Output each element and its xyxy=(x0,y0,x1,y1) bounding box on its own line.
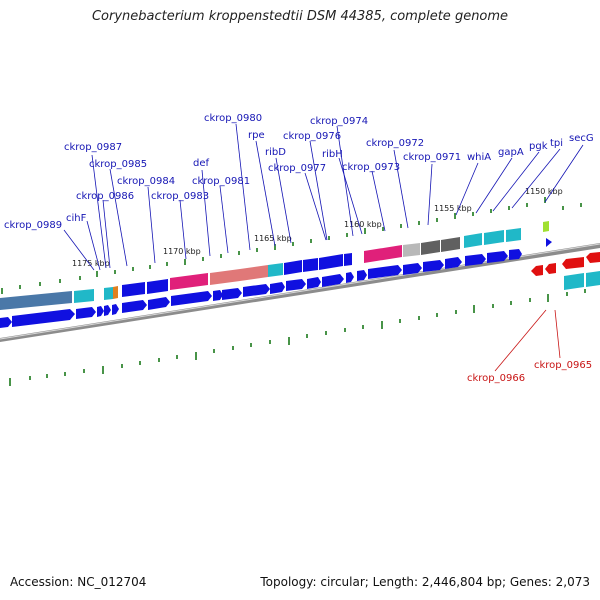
gene-label: ckrop_0986 xyxy=(76,191,134,202)
inner-tick-row xyxy=(9,289,586,386)
gene-label: ckrop_0987 xyxy=(64,142,122,153)
gene-label: ckrop_0981 xyxy=(192,176,250,187)
gene-label: ribH xyxy=(322,149,343,160)
gene-label: ckrop_0965 xyxy=(534,360,592,371)
gene-label: ckrop_0983 xyxy=(151,191,209,202)
gene-label: tpi xyxy=(550,138,563,149)
accession-text: Accession: NC_012704 xyxy=(10,575,147,589)
kbp-label: 1170 kbp xyxy=(163,247,201,256)
gene-label: ckrop_0973 xyxy=(342,162,400,173)
gene-label: cihF xyxy=(66,213,87,224)
gene-label: ckrop_0985 xyxy=(89,159,147,170)
gene-labels: ckrop_0989 cihF ckrop_0987 ckrop_0986 ck… xyxy=(4,113,594,384)
gene-label: def xyxy=(193,158,210,169)
gene-label: ckrop_0974 xyxy=(310,116,368,127)
kbp-label: 1150 kbp xyxy=(525,187,563,196)
gene-label: gapA xyxy=(498,147,524,158)
kbp-label: 1165 kbp xyxy=(254,234,292,243)
genome-summary-text: Topology: circular; Length: 2,446,804 bp… xyxy=(260,575,590,589)
genome-title: Corynebacterium kroppenstedtii DSM 44385… xyxy=(91,9,509,24)
gene-label: ckrop_0984 xyxy=(117,176,175,187)
kbp-label: 1155 kbp xyxy=(434,204,472,213)
gene-label: ribD xyxy=(265,147,286,158)
cog-track xyxy=(0,221,600,310)
gene-label: ckrop_0976 xyxy=(283,131,341,142)
gene-label: pgk xyxy=(529,141,548,152)
reverse-leader-lines xyxy=(494,309,561,372)
gene-label: secG xyxy=(569,133,594,144)
gene-label: ckrop_0972 xyxy=(366,138,424,149)
kbp-label: 1160 kbp xyxy=(344,220,382,229)
gene-label: ckrop_0980 xyxy=(204,113,262,124)
kbp-label: 1175 kbp xyxy=(72,259,110,268)
gene-label: ckrop_0971 xyxy=(403,152,461,163)
gene-label: ckrop_0989 xyxy=(4,220,62,231)
kbp-scale-labels: 1175 kbp 1170 kbp 1165 kbp 1160 kbp 1155… xyxy=(72,187,563,268)
reverse-cds-track xyxy=(531,252,600,276)
gene-label: ckrop_0977 xyxy=(268,163,326,174)
label-leader-lines xyxy=(63,123,584,271)
gene-label: rpe xyxy=(248,130,265,141)
outer-tick-row xyxy=(1,197,582,294)
gene-label: whiA xyxy=(467,152,491,163)
gene-label: ckrop_0966 xyxy=(467,373,525,384)
forward-cds-track xyxy=(0,238,552,328)
